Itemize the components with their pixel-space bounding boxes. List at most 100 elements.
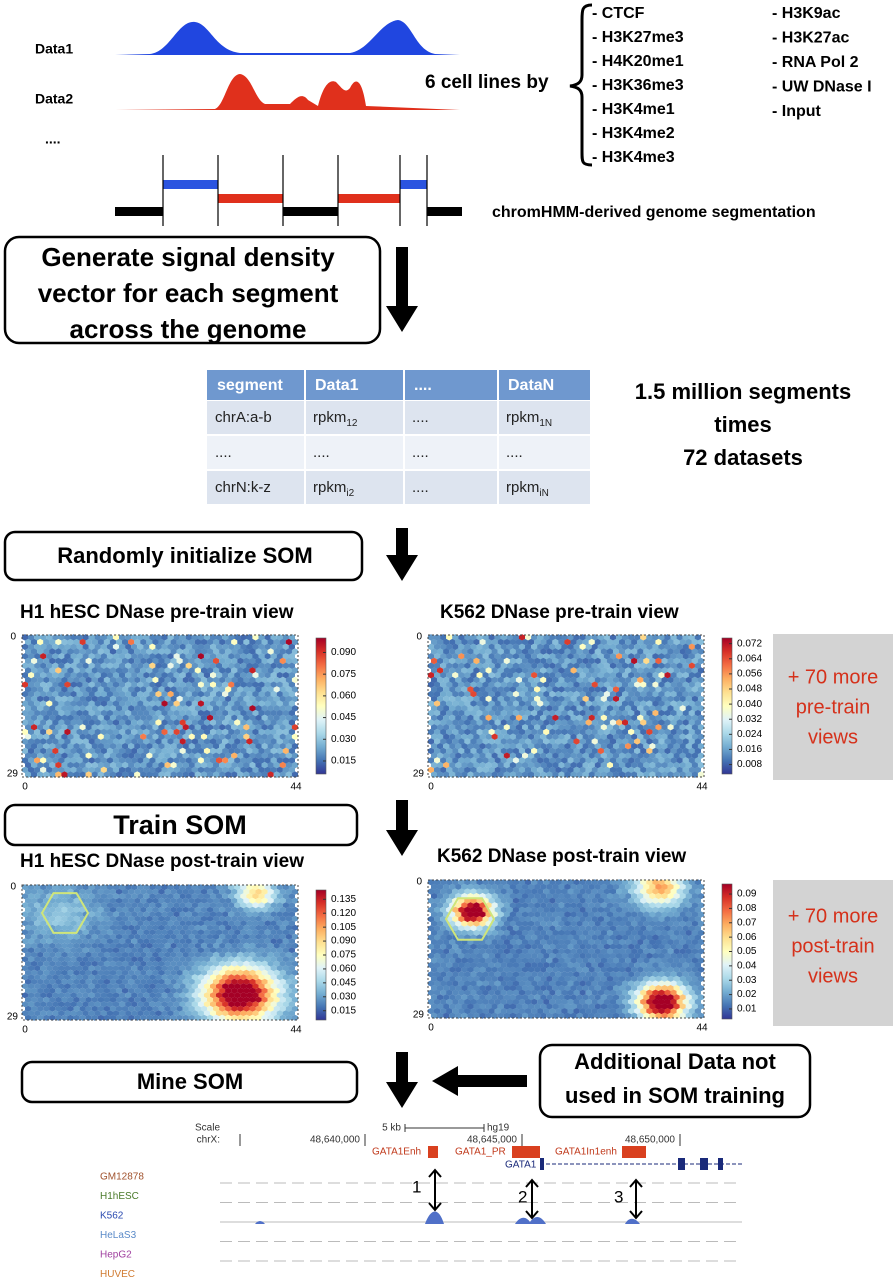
som-cell [203, 690, 211, 698]
som-cell [555, 952, 562, 959]
som-cell [46, 1010, 53, 1017]
som-cell [649, 648, 656, 655]
som-cell [488, 766, 495, 774]
som-cell [203, 938, 211, 945]
som-cell [122, 657, 129, 665]
som-cell [285, 951, 292, 958]
som-cell [210, 983, 217, 990]
som-cell [185, 983, 192, 990]
som-cell [94, 893, 101, 900]
som-cell [267, 942, 274, 949]
som-cell [258, 911, 265, 918]
som-cell [634, 709, 641, 717]
som-cell [467, 761, 474, 769]
som-cell [76, 634, 83, 641]
som-cell [203, 1010, 211, 1017]
som-cell [234, 902, 241, 909]
som-cell [427, 766, 435, 774]
som-cell [188, 978, 195, 985]
som-cell [670, 897, 677, 904]
som-cell [125, 643, 132, 651]
som-cell [640, 709, 647, 717]
som-cell [649, 948, 656, 955]
step-text: vector for each segment [38, 278, 339, 308]
som-cell [470, 952, 477, 959]
som-cell [58, 1001, 65, 1008]
som-cell [476, 634, 483, 641]
som-cell [73, 724, 80, 731]
som-cell [506, 672, 513, 679]
som-cell [664, 766, 671, 774]
som-cell [597, 757, 604, 764]
som-cell [673, 911, 680, 918]
som-cell [282, 1010, 289, 1017]
som-cell [434, 952, 441, 959]
som-cell [473, 676, 480, 684]
som-cell [619, 667, 626, 674]
som-cell [555, 879, 562, 886]
som-cell [161, 766, 168, 774]
som-cell [506, 747, 513, 755]
som-cell [243, 761, 250, 769]
som-cell [131, 911, 138, 918]
som-cell [161, 965, 168, 972]
som-cell [67, 695, 74, 703]
som-cell [494, 897, 501, 904]
som-cell [534, 724, 541, 731]
som-cell [288, 938, 295, 945]
som-cell [203, 920, 211, 927]
som-cell [473, 686, 480, 693]
som-cell [431, 705, 438, 712]
som-cell [591, 897, 598, 904]
som-cell [479, 705, 486, 712]
som-cell [119, 929, 126, 936]
som-cell [222, 690, 229, 698]
som-cell [21, 938, 29, 945]
som-cell [567, 709, 574, 717]
som-cell [140, 897, 147, 904]
som-cell [455, 743, 462, 750]
som-cell [82, 983, 89, 990]
som-cell [628, 906, 635, 913]
som-cell [137, 681, 144, 688]
som-cell [549, 879, 556, 886]
som-cell [103, 978, 110, 985]
som-cell [276, 653, 283, 660]
som-cell [588, 771, 595, 778]
som-cell [273, 1005, 280, 1012]
som-cell [197, 700, 204, 707]
som-cell [200, 960, 208, 967]
som-cell [88, 884, 95, 891]
som-cell [188, 924, 195, 931]
som-cell [155, 681, 162, 688]
som-cell [667, 705, 674, 712]
som-cell [631, 929, 638, 936]
som-cell [225, 724, 232, 731]
som-cell [603, 934, 610, 941]
som-cell [164, 1014, 171, 1021]
som-cell [267, 771, 274, 778]
som-cell [152, 960, 159, 967]
som-cell [458, 700, 465, 707]
som-cell [658, 690, 665, 698]
som-cell [440, 916, 447, 923]
som-cell [476, 709, 483, 717]
som-cell [616, 662, 623, 669]
som-cell [203, 728, 211, 736]
som-cell [479, 733, 486, 740]
som-cell [128, 1005, 135, 1012]
som-cell [628, 925, 635, 932]
som-cell [58, 992, 65, 999]
som-cell [210, 947, 217, 954]
som-cell [234, 690, 241, 698]
som-cell [291, 705, 299, 712]
som-cell [288, 920, 295, 927]
som-cell [173, 902, 180, 909]
som-cell [21, 757, 29, 764]
som-cell [76, 902, 83, 909]
som-cell [622, 943, 629, 950]
som-cell [131, 719, 138, 726]
som-cell [573, 906, 580, 913]
som-cell [518, 662, 526, 669]
som-cell [431, 893, 438, 900]
